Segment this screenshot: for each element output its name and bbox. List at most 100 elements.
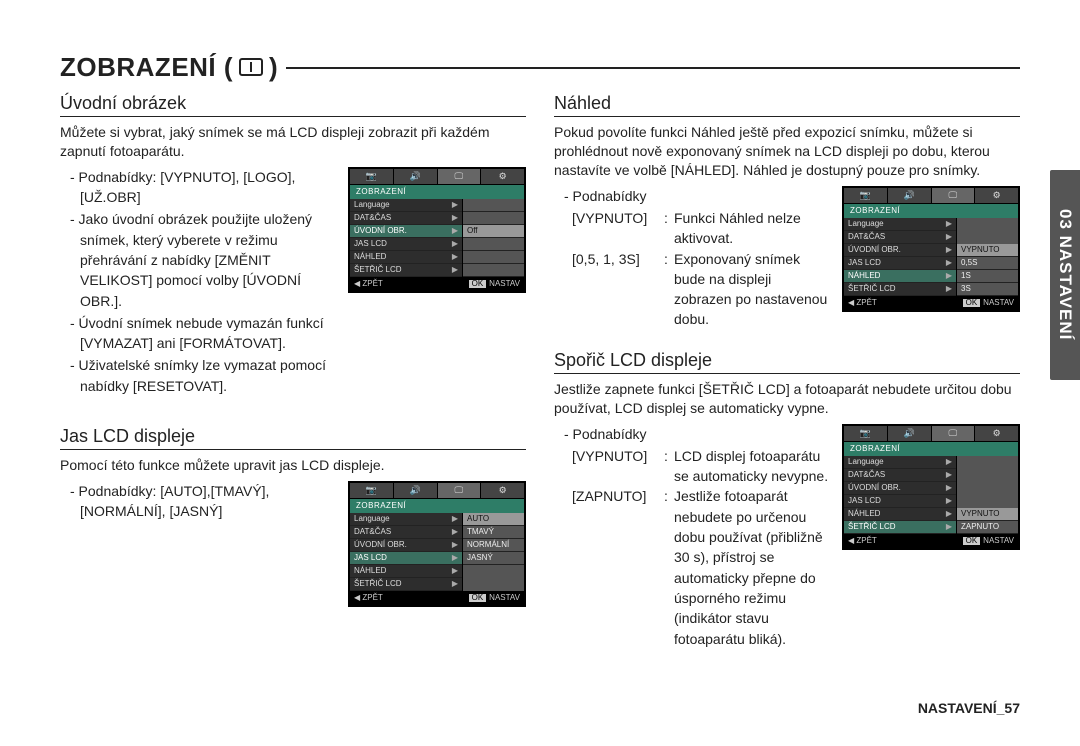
lcd-menu-row: DAT&ČAS▶ xyxy=(844,231,956,244)
camera-lcd-uvodni: 📷🔊🖵⚙ZOBRAZENÍLanguage▶DAT&ČAS▶ÚVODNÍ OBR… xyxy=(348,167,526,293)
page-footer: NASTAVENÍ_57 xyxy=(918,700,1020,716)
kv-table: [VYPNUTO]:Funkci Náhled nelze aktivovat.… xyxy=(554,208,830,330)
left-column: Úvodní obrázek Můžete si vybrat, jaký sn… xyxy=(60,93,526,669)
camera-lcd-nahled: 📷🔊🖵⚙ZOBRAZENÍLanguage▶DAT&ČAS▶ÚVODNÍ OBR… xyxy=(842,186,1020,312)
page-title-close: ) xyxy=(269,52,278,83)
kv-row: [VYPNUTO]:LCD displej fotoaparátu se aut… xyxy=(572,446,830,487)
lcd-menu-row: DAT&ČAS▶ xyxy=(350,526,462,539)
section-items: - Podnabídky: [AUTO],[TMAVÝ], [NORMÁLNÍ]… xyxy=(60,481,336,524)
list-item: - Podnabídky: [VYPNUTO], [LOGO], [UŽ.OBR… xyxy=(70,167,336,208)
lcd-value-row: VYPNUTO xyxy=(957,244,1018,257)
camera-lcd-jas: 📷🔊🖵⚙ZOBRAZENÍLanguage▶DAT&ČAS▶ÚVODNÍ OBR… xyxy=(348,481,526,607)
lcd-tab: 🖵 xyxy=(438,169,482,184)
kv-row: [VYPNUTO]:Funkci Náhled nelze aktivovat. xyxy=(572,208,830,249)
lcd-value-row: NORMÁLNÍ xyxy=(463,539,524,552)
lcd-value-row xyxy=(463,251,524,264)
kv-key: [0,5, 1, 3S] xyxy=(572,249,664,330)
section-heading: Úvodní obrázek xyxy=(60,93,526,117)
section-sporic: Spořič LCD displeje Jestliže zapnete fun… xyxy=(554,350,1020,649)
lcd-menu-row: ŠETŘIČ LCD▶ xyxy=(844,521,956,534)
lcd-tab: 📷 xyxy=(844,188,888,203)
section-items: - Podnabídky: [VYPNUTO], [LOGO], [UŽ.OBR… xyxy=(60,167,336,398)
lcd-title: ZOBRAZENÍ xyxy=(350,185,524,199)
lcd-menu-row: JAS LCD▶ xyxy=(350,238,462,251)
lcd-title: ZOBRAZENÍ xyxy=(844,204,1018,218)
section-body: Můžete si vybrat, jaký snímek se má LCD … xyxy=(60,123,526,161)
lcd-tab: 🔊 xyxy=(888,426,932,441)
kv-value: Exponovaný snímek bude na displeji zobra… xyxy=(674,249,830,330)
lcd-menu-row: Language▶ xyxy=(350,513,462,526)
lcd-tab: 🔊 xyxy=(394,483,438,498)
kv-colon: : xyxy=(664,446,674,487)
lcd-footer: ◀ ZPĚTOKNASTAV xyxy=(350,591,524,605)
section-jas: Jas LCD displeje Pomocí této funkce může… xyxy=(60,426,526,607)
lcd-value-row xyxy=(463,238,524,251)
lcd-menu-row: JAS LCD▶ xyxy=(844,257,956,270)
camera-lcd: 📷🔊🖵⚙ZOBRAZENÍLanguage▶DAT&ČAS▶ÚVODNÍ OBR… xyxy=(348,167,526,293)
lcd-value-row xyxy=(463,264,524,277)
kv-value: Funkci Náhled nelze aktivovat. xyxy=(674,208,830,249)
lcd-value-row: Off xyxy=(463,225,524,238)
lcd-menu-row: ÚVODNÍ OBR.▶ xyxy=(844,482,956,495)
kv-colon: : xyxy=(664,249,674,330)
lcd-footer: ◀ ZPĚTOKNASTAV xyxy=(844,296,1018,310)
section-body: Jestliže zapnete funkci [ŠETŘIČ LCD] a f… xyxy=(554,380,1020,418)
lcd-value-row: ZAPNUTO xyxy=(957,521,1018,534)
list-item: - Uživatelské snímky lze vymazat pomocí … xyxy=(70,355,336,396)
lcd-footer: ◀ ZPĚTOKNASTAV xyxy=(844,534,1018,548)
kv-value: LCD displej fotoaparátu se automaticky n… xyxy=(674,446,830,487)
lcd-menu-row: Language▶ xyxy=(844,456,956,469)
sub-label: - Podnabídky xyxy=(554,424,830,444)
section-heading: Jas LCD displeje xyxy=(60,426,526,450)
lcd-menu-row: ŠETŘIČ LCD▶ xyxy=(350,578,462,591)
page-title: ZOBRAZENÍ ( xyxy=(60,52,233,83)
lcd-menu-row: ÚVODNÍ OBR.▶ xyxy=(844,244,956,257)
manual-page: ZOBRAZENÍ ( ) Úvodní obrázek Můžete si v… xyxy=(0,0,1080,746)
lcd-tab: 🖵 xyxy=(932,188,976,203)
lcd-tab: ⚙ xyxy=(975,188,1018,203)
list-item: - Jako úvodní obrázek použijte uložený s… xyxy=(70,209,336,310)
kv-key: [VYPNUTO] xyxy=(572,446,664,487)
title-divider xyxy=(286,67,1020,69)
section-body: Pokud povolíte funkci Náhled ještě před … xyxy=(554,123,1020,180)
right-column: Náhled Pokud povolíte funkci Náhled ješt… xyxy=(554,93,1020,669)
lcd-menu-row: ÚVODNÍ OBR.▶ xyxy=(350,539,462,552)
section-heading: Spořič LCD displeje xyxy=(554,350,1020,374)
camera-lcd: 📷🔊🖵⚙ZOBRAZENÍLanguage▶DAT&ČAS▶ÚVODNÍ OBR… xyxy=(842,424,1020,550)
lcd-menu-row: JAS LCD▶ xyxy=(350,552,462,565)
content-columns: Úvodní obrázek Můžete si vybrat, jaký sn… xyxy=(60,93,1020,669)
lcd-title: ZOBRAZENÍ xyxy=(844,442,1018,456)
sub-label: - Podnabídky xyxy=(554,186,830,206)
section-nahled: Náhled Pokud povolíte funkci Náhled ješt… xyxy=(554,93,1020,330)
lcd-tab: 📷 xyxy=(350,169,394,184)
kv-value: Jestliže fotoaparát nebudete po určenou … xyxy=(674,486,830,648)
lcd-menu-row: DAT&ČAS▶ xyxy=(350,212,462,225)
list-item: - Úvodní snímek nebude vymazán funkcí [V… xyxy=(70,313,336,354)
lcd-tab: ⚙ xyxy=(481,169,524,184)
lcd-menu-row: NÁHLED▶ xyxy=(350,565,462,578)
lcd-value-row: 3S xyxy=(957,283,1018,296)
lcd-tab: ⚙ xyxy=(975,426,1018,441)
page-title-row: ZOBRAZENÍ ( ) xyxy=(60,52,1020,83)
kv-key: [ZAPNUTO] xyxy=(572,486,664,648)
camera-lcd: 📷🔊🖵⚙ZOBRAZENÍLanguage▶DAT&ČAS▶ÚVODNÍ OBR… xyxy=(842,186,1020,312)
lcd-menu-row: NÁHLED▶ xyxy=(350,251,462,264)
lcd-tab: 🖵 xyxy=(438,483,482,498)
lcd-tab: ⚙ xyxy=(481,483,524,498)
section-uvodni: Úvodní obrázek Můžete si vybrat, jaký sn… xyxy=(60,93,526,398)
kv-row: [ZAPNUTO]:Jestliže fotoaparát nebudete p… xyxy=(572,486,830,648)
lcd-value-row xyxy=(463,199,524,212)
lcd-value-row: JASNÝ xyxy=(463,552,524,565)
lcd-menu-row: NÁHLED▶ xyxy=(844,270,956,283)
section-body: Pomocí této funkce můžete upravit jas LC… xyxy=(60,456,526,475)
lcd-menu-row: ŠETŘIČ LCD▶ xyxy=(844,283,956,296)
lcd-menu-row: NÁHLED▶ xyxy=(844,508,956,521)
lcd-value-row: TMAVÝ xyxy=(463,526,524,539)
lcd-value-row: AUTO xyxy=(463,513,524,526)
kv-colon: : xyxy=(664,208,674,249)
lcd-menu-row: JAS LCD▶ xyxy=(844,495,956,508)
lcd-tab: 🔊 xyxy=(394,169,438,184)
lcd-menu-row: Language▶ xyxy=(844,218,956,231)
chapter-side-tab: 03 NASTAVENÍ xyxy=(1050,170,1080,380)
lcd-value-row: VYPNUTO xyxy=(957,508,1018,521)
